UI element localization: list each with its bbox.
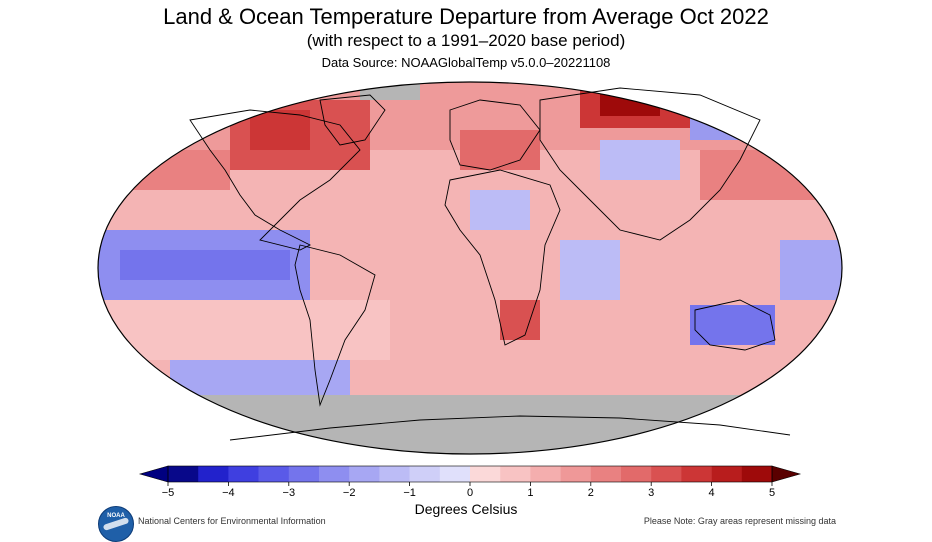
colorbar-cell [198,466,229,482]
colorbar-cell [258,466,290,482]
colorbar-cell [168,466,199,482]
colorbar-cell [741,466,773,482]
colorbar-cell [590,466,622,482]
colorbar-tick-label: 1 [527,487,533,499]
colorbar-over-arrow [771,465,802,483]
colorbar-cells [138,465,802,483]
colorbar-cell [319,466,350,482]
antarctica-outline [229,415,791,441]
colorbar: −5 −4 −3 −2 −1 0 1 2 3 4 5 [138,465,802,499]
noaa-logo: NOAA [98,506,134,542]
colorbar-cell [439,466,471,482]
coastlines [189,87,791,441]
colorbar-cell [470,466,501,482]
colorbar-tick-label: 4 [709,487,715,499]
colorbar-tick-label: −3 [283,487,296,499]
world-anomaly-map [97,81,843,455]
colorbar-tick-label: 0 [467,487,473,499]
colorbar-tick-label: 5 [769,487,775,499]
colorbar-tick-label: −1 [403,487,416,499]
colorbar-label: Degrees Celsius [414,501,518,517]
africa-outline [444,169,561,346]
map-subtitle: (with respect to a 1991–2020 base period… [306,31,626,50]
colorbar-under-arrow [138,465,169,483]
colorbar-cell [530,466,561,482]
noaa-logo-text: NOAA [107,513,125,519]
colorbar-cell [288,466,320,482]
colorbar-cell [409,466,441,482]
australia-outline [694,299,776,351]
colorbar-cell [379,466,410,482]
colorbar-cell [651,466,682,482]
greenland-outline [319,94,386,146]
colorbar-cell [711,466,743,482]
asia-outline [539,87,761,241]
data-source-label: Data Source: NOAAGlobalTemp v5.0.0–20221… [321,55,611,70]
europe-outline [449,99,541,171]
colorbar-tick-label: 3 [648,487,654,499]
south-america-outline [294,244,376,407]
colorbar-cell [500,466,531,482]
map-title: Land & Ocean Temperature Departure from … [163,4,769,29]
colorbar-tick-label: 2 [588,487,594,499]
colorbar-cell [621,466,652,482]
colorbar-cell [349,466,380,482]
colorbar-cell [681,466,712,482]
colorbar-tick-label: −2 [343,487,356,499]
north-america-outline [189,109,361,251]
colorbar-cell [228,466,259,482]
globe-border [97,81,843,455]
colorbar-ticks: −5 −4 −3 −2 −1 0 1 2 3 4 5 [162,482,775,499]
colorbar-tick-label: −4 [222,487,235,499]
footer-credit: National Centers for Environmental Infor… [138,516,326,526]
colorbar-cell [560,466,592,482]
footer-note: Please Note: Gray areas represent missin… [643,516,836,526]
colorbar-tick-label: −5 [162,487,175,499]
